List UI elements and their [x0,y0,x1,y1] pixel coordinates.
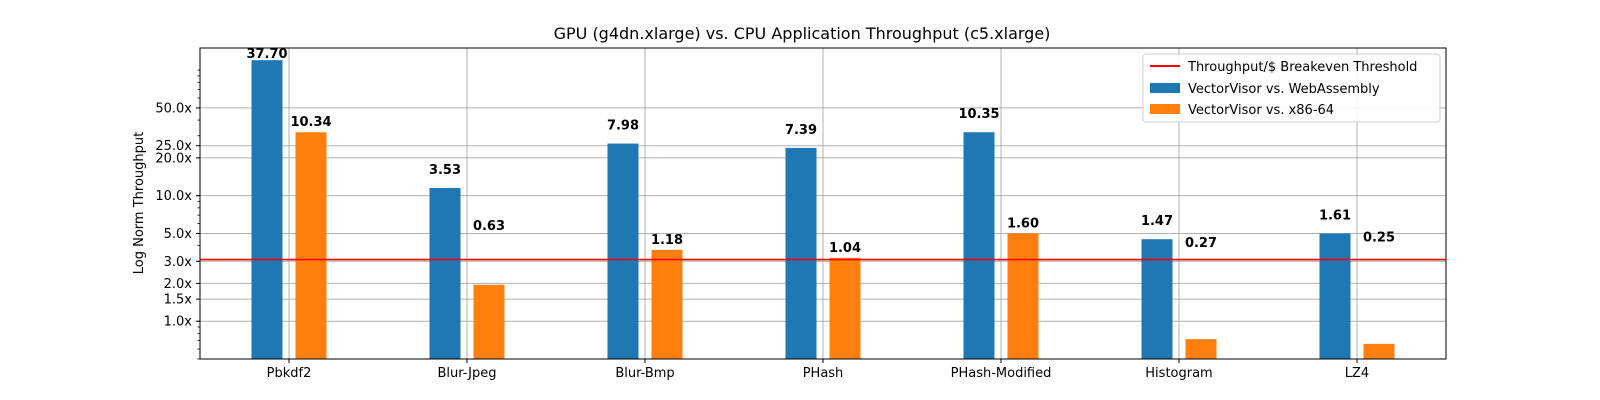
data-label-x86: 1.04 [829,241,861,256]
bar-wasm [429,188,461,359]
data-label-x86: 1.18 [651,233,683,248]
bar-x86 [651,249,683,359]
bar-layer [251,60,1395,359]
bar-x86 [1185,339,1217,359]
bar-x86 [1007,233,1039,359]
legend-box [1142,53,1441,123]
data-label-wasm: 7.98 [607,119,639,134]
legend-wasm-label: VectorVisor vs. WebAssembly [1188,82,1380,97]
bar-wasm [1319,233,1351,359]
y-tick-label: 20.0x [155,151,192,166]
data-label-wasm: 7.39 [785,123,817,138]
data-label-layer: 37.70 3.53 7.98 7.39 10.35 1.47 1.61 10.34 0.63 1… [246,47,1395,256]
y-tick-label: 50.0x [155,101,192,116]
data-label-x86: 1.60 [1007,216,1039,231]
data-label-wasm: 37.70 [246,47,287,62]
bar-x86 [1363,343,1395,359]
legend-x86-swatch [1150,104,1180,114]
y-tick-label: 5.0x [164,227,193,242]
data-label-x86: 0.27 [1185,236,1217,251]
y-tick-label: 10.0x [155,189,192,204]
data-label-wasm: 10.35 [958,107,999,122]
legend-x86-label: VectorVisor vs. x86-64 [1188,103,1334,118]
legend-wasm-swatch [1150,83,1180,93]
legend: Throughput/$ Breakeven Threshold VectorV… [1142,53,1441,123]
bar-wasm [607,143,639,359]
y-axis-label: Log Norm Throughput [132,132,147,274]
y-tick-label: 1.5x [164,293,193,308]
bar-wasm [963,132,995,359]
y-tick-label: 2.0x [164,277,193,292]
x-tick-label: Pbkdf2 [267,366,312,381]
x-tick-label: PHash [803,366,844,381]
bar-wasm [785,147,817,359]
bar-x86 [473,284,505,359]
y-tick-label: 1.0x [164,315,193,330]
x-tick-label: PHash-Modified [951,366,1052,381]
x-tick-label: Histogram [1145,366,1212,381]
y-tick-label: 3.0x [164,255,193,270]
bar-x86 [829,257,861,359]
bar-x86 [295,132,327,359]
data-label-wasm: 1.61 [1319,208,1351,223]
legend-threshold-label: Throughput/$ Breakeven Threshold [1187,60,1417,75]
chart-title: GPU (g4dn.xlarge) vs. CPU Application Th… [554,24,1051,43]
data-label-x86: 0.25 [1363,230,1395,245]
data-label-x86: 10.34 [290,115,331,130]
y-tick-label: 25.0x [155,139,192,154]
data-label-wasm: 3.53 [429,163,461,178]
data-label-wasm: 1.47 [1141,214,1173,229]
tick-layer: Pbkdf2 Blur-Jpeg Blur-Bmp PHash PHash-Modifi… [155,69,1369,381]
bar-wasm [1141,239,1173,359]
data-label-x86: 0.63 [473,219,505,234]
bar-wasm [251,60,283,359]
x-tick-label: Blur-Jpeg [437,366,496,381]
x-tick-label: Blur-Bmp [615,366,674,381]
x-tick-label: LZ4 [1345,366,1369,381]
